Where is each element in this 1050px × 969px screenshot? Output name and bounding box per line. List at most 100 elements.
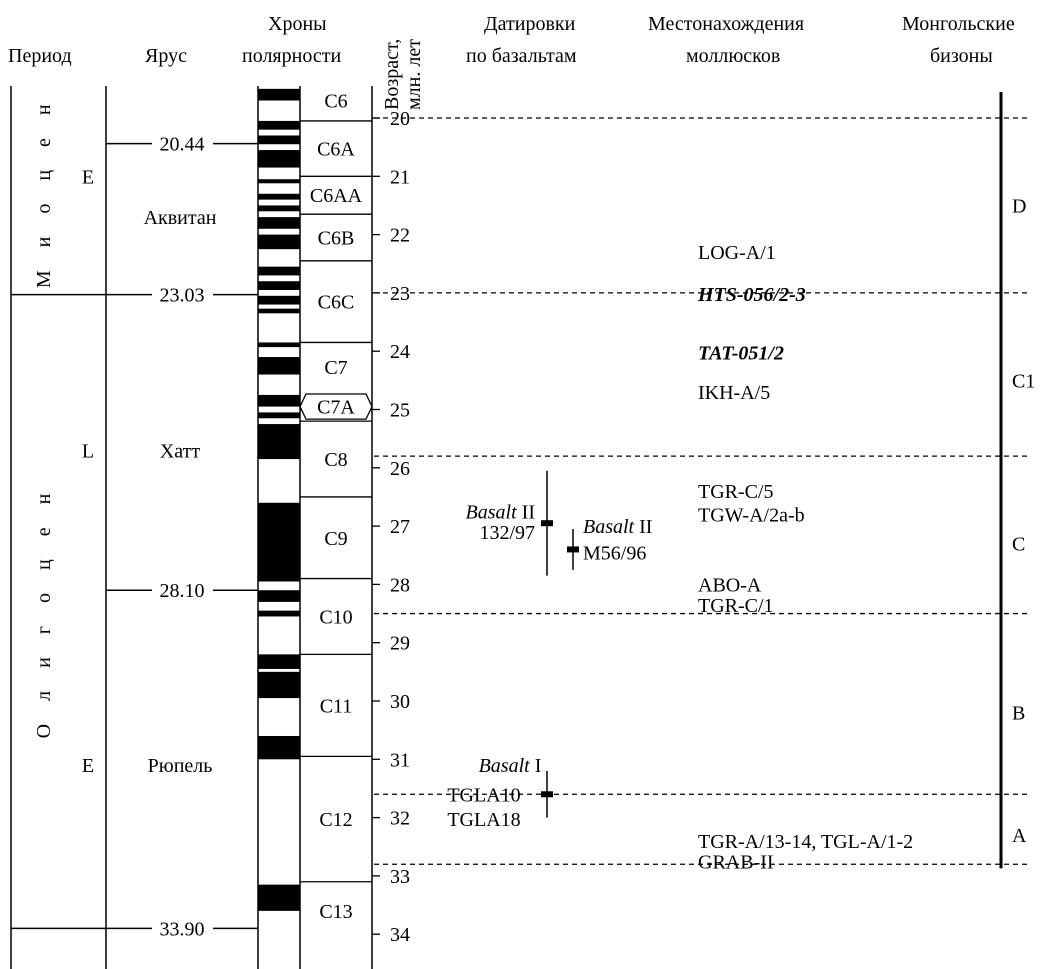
header-age-line2: млн. лет xyxy=(403,39,425,110)
column-headers: Период Ярус Хроны полярности Возраст, мл… xyxy=(8,13,1015,110)
normal-polarity-block xyxy=(258,671,300,699)
normal-polarity-block xyxy=(258,150,300,168)
mollusc-locality: TGR-C/5 xyxy=(698,481,774,503)
normal-polarity-block xyxy=(258,308,300,314)
header-mollusc-line1: Местонахождения xyxy=(648,13,804,35)
basalt-sample: 132/97 xyxy=(479,522,535,544)
normal-polarity-block xyxy=(258,394,300,407)
normal-polarity-block xyxy=(258,342,300,348)
bison-zone-label: C xyxy=(1012,534,1025,556)
bison-zone-label: C1 xyxy=(1012,370,1035,392)
chron-label: C9 xyxy=(324,528,347,550)
basalt-label-italic: Basalt xyxy=(583,516,635,538)
normal-polarity-block xyxy=(258,281,300,290)
header-basalt-line1: Датировки xyxy=(484,13,576,35)
chron-label: C11 xyxy=(320,695,353,717)
basalt-label: Basalt II xyxy=(466,502,535,524)
normal-polarity-block xyxy=(258,654,300,669)
basalt-label: Basalt II xyxy=(583,516,652,538)
stage-boundaries: 20.44 23.03 28.10 33.90 xyxy=(11,134,258,940)
stage-label: Аквитан xyxy=(144,207,217,229)
boundary-age-label: 20.44 xyxy=(160,134,205,156)
age-tick-label: 27 xyxy=(390,516,410,538)
age-tick-label: 34 xyxy=(390,924,410,946)
normal-polarity-block xyxy=(258,120,300,130)
normal-polarity-block xyxy=(258,266,300,276)
mollusc-localities: LOG-A/1 HTS-056/2-3 TAT-051/2 IKH-A/5 TGR-C/… xyxy=(697,242,913,873)
header-age-line1: Возраст, xyxy=(381,39,403,110)
basalt-sample-2: TGLA18 xyxy=(447,809,520,831)
header-bison-line2: бизоны xyxy=(930,45,993,67)
age-tick-label: 26 xyxy=(390,458,410,480)
age-tick-label: 29 xyxy=(390,633,410,655)
subepoch-label: E xyxy=(82,166,94,188)
normal-polarity-block xyxy=(258,735,300,760)
normal-polarity-block xyxy=(258,590,300,602)
chron-box xyxy=(299,393,373,420)
age-tick-label: 21 xyxy=(390,166,410,188)
header-stage: Ярус xyxy=(145,45,187,67)
chron-label: C13 xyxy=(319,901,352,923)
age-tick-label: 33 xyxy=(390,866,410,888)
basalt-label-italic: Basalt xyxy=(466,502,518,524)
age-tick-label: 31 xyxy=(390,749,410,771)
mollusc-locality: TGR-C/1 xyxy=(698,595,774,617)
chron-label: C8 xyxy=(324,449,347,471)
basalt-label-italic: Basalt xyxy=(479,755,531,777)
normal-polarity-block xyxy=(258,424,300,460)
age-tick-label: 32 xyxy=(390,808,410,830)
basalt-label-roman: II xyxy=(517,502,535,524)
chron-column: C6 C6A C6AA C6B C6C C7 C7A C8 C9 C10 C11 C12 C13 xyxy=(299,91,373,923)
basalt-label-roman: I xyxy=(530,755,542,777)
subepoch-label: L xyxy=(82,440,94,462)
mollusc-locality: HTS-056/2-3 xyxy=(697,284,806,306)
chron-label: C10 xyxy=(319,606,352,628)
bison-zone-label: B xyxy=(1012,703,1025,725)
mollusc-locality: ABO-A xyxy=(698,574,762,596)
normal-polarity-block xyxy=(258,295,300,305)
epoch-labels: М и о ц е н О л и г о ц е н E L E xyxy=(33,95,94,777)
age-tick-label: 22 xyxy=(390,225,410,247)
header-bison-line1: Монгольские xyxy=(902,13,1015,35)
stage-label: Рюпель xyxy=(148,755,213,777)
header-basalt-line2: по базальтам xyxy=(466,45,577,67)
boundary-age-label: 33.90 xyxy=(160,918,205,940)
polarity-column xyxy=(258,88,300,911)
basalt-date-marker xyxy=(567,546,579,553)
chron-label: C6 xyxy=(324,91,347,113)
header-mollusc-line2: моллюсков xyxy=(686,45,780,67)
header-chrons-line1: Хроны xyxy=(268,13,327,35)
chron-label: C6AA xyxy=(310,185,363,207)
age-tick-label: 25 xyxy=(390,400,410,422)
zone-boundary-lines xyxy=(374,117,1030,865)
age-axis: 20 21 22 23 24 25 26 27 28 29 30 31 32 33 34 xyxy=(372,108,410,946)
age-tick-label: 30 xyxy=(390,691,410,713)
mollusc-locality: TGW-A/2a-b xyxy=(698,504,805,526)
chron-label: C12 xyxy=(319,809,352,831)
basalt-label-roman: II xyxy=(634,516,652,538)
basalt-sample: M56/96 xyxy=(583,542,646,564)
basalt-sample: TGLA10 xyxy=(447,784,520,806)
basalt-label: Basalt I xyxy=(479,755,542,777)
chron-label: C6C xyxy=(318,292,355,314)
mollusc-locality: TAT-051/2 xyxy=(698,342,784,364)
normal-polarity-block xyxy=(258,193,300,200)
header-period: Период xyxy=(8,45,72,67)
normal-polarity-block xyxy=(258,610,300,617)
normal-polarity-block xyxy=(258,884,300,911)
bison-zones: D C1 C B A xyxy=(1012,195,1035,847)
epoch-label: М и о ц е н xyxy=(33,95,55,288)
normal-polarity-block xyxy=(258,234,300,250)
age-tick-label: 20 xyxy=(390,108,410,130)
stage-labels: Аквитан Хатт Рюпель xyxy=(144,207,217,777)
normal-polarity-block xyxy=(258,502,300,582)
normal-polarity-block xyxy=(258,88,300,101)
stage-label: Хатт xyxy=(160,440,201,462)
normal-polarity-block xyxy=(258,412,300,419)
epoch-label: О л и г о ц е н xyxy=(33,485,55,739)
mollusc-locality: IKH-A/5 xyxy=(698,382,770,404)
chron-label: C6A xyxy=(317,139,355,161)
normal-polarity-block xyxy=(258,179,300,184)
